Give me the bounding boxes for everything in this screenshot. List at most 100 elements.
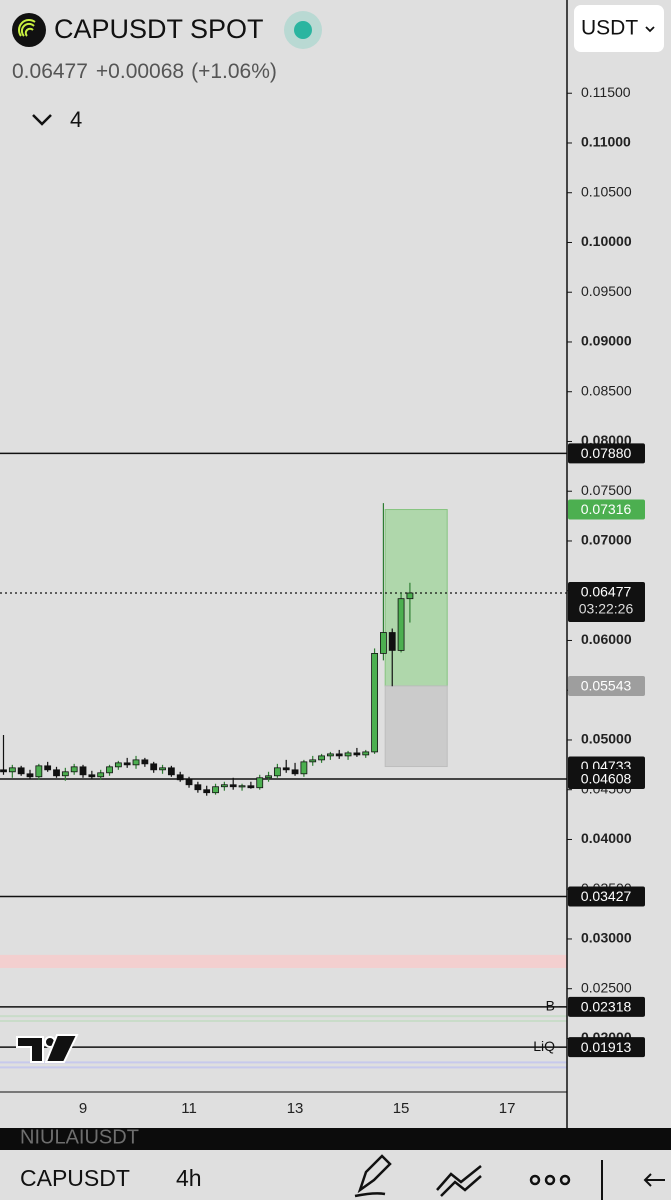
x-tick-label: 15 xyxy=(393,1100,410,1117)
symbol-icon xyxy=(12,13,46,47)
currency-label[interactable]: USDT xyxy=(581,17,638,40)
y-tick-label: 0.08500 xyxy=(581,382,632,398)
change: +0.00068 xyxy=(96,60,184,83)
x-tick-label: 17 xyxy=(499,1100,516,1117)
y-tick-label: 0.05000 xyxy=(581,731,632,747)
y-tick-label: 0.03000 xyxy=(581,930,632,946)
candle-body xyxy=(397,598,405,651)
price-tag: 0.07316 xyxy=(581,501,632,517)
candle-body xyxy=(388,632,396,651)
watermark-strip xyxy=(0,1128,671,1150)
price-tag-bg xyxy=(568,886,645,907)
price-tag: 0.02318 xyxy=(581,999,632,1015)
y-tick-label: 0.10500 xyxy=(581,183,632,199)
candle-body xyxy=(291,769,299,775)
candle-body xyxy=(53,769,60,777)
candle-body xyxy=(380,632,387,654)
candle-body xyxy=(0,769,7,773)
currency-select[interactable] xyxy=(574,5,664,52)
interval-button[interactable]: 4h xyxy=(176,1165,202,1191)
watermark-symbol: NIULAIUSDT xyxy=(20,1126,139,1148)
plot xyxy=(0,452,567,1069)
price-tag-bg xyxy=(568,996,645,1017)
y-tick-label: 0.02500 xyxy=(581,979,632,995)
candle-body xyxy=(35,765,43,778)
candle-body xyxy=(70,766,78,773)
candle-body xyxy=(353,752,361,756)
candle-body xyxy=(26,773,34,778)
candle-body xyxy=(8,767,16,773)
y-tick-label: 0.10000 xyxy=(581,233,632,249)
price-tag-name: LiQ xyxy=(533,1038,555,1054)
candle-body xyxy=(79,766,87,776)
candle-body xyxy=(326,753,334,757)
candle-body xyxy=(238,785,246,788)
y-tick-label: 0.06000 xyxy=(581,631,632,647)
candle-body xyxy=(17,767,25,775)
price-tag: 0.04608 xyxy=(581,771,632,787)
candle-body xyxy=(44,765,52,771)
candle-body xyxy=(106,766,113,774)
candle-body xyxy=(203,789,211,794)
candle-body xyxy=(88,774,96,778)
candle-body xyxy=(167,767,175,776)
indicators-icon[interactable] xyxy=(436,1165,482,1197)
x-tick-label: 13 xyxy=(287,1100,304,1117)
price-tag: 0.01913 xyxy=(581,1039,632,1055)
price-tag: 0.05543 xyxy=(581,678,632,694)
last-price: 0.06477 xyxy=(12,60,88,83)
candle-body xyxy=(273,767,281,777)
candle-body xyxy=(265,775,272,779)
candle-body xyxy=(282,767,290,771)
y-tick-label: 0.11000 xyxy=(581,134,631,150)
zone xyxy=(0,954,567,969)
symbol-button[interactable]: CAPUSDT xyxy=(20,1165,130,1191)
candle-body xyxy=(406,592,414,600)
back-icon[interactable] xyxy=(643,1173,665,1187)
y-tick-label: 0.07000 xyxy=(581,532,632,548)
more-icon[interactable] xyxy=(529,1174,571,1186)
candle-body xyxy=(309,759,317,763)
price-tag-bg xyxy=(568,768,645,789)
candle-body xyxy=(114,762,122,768)
last-price-label: 0.06477 xyxy=(581,584,632,600)
symbol-icon-mark xyxy=(18,19,36,37)
candle-body xyxy=(176,774,184,781)
candle-body xyxy=(132,759,140,766)
price-tag-bg xyxy=(568,499,645,520)
candle-body xyxy=(123,762,131,766)
candle-body xyxy=(229,784,237,788)
tv-logo xyxy=(16,1034,79,1063)
candle-body xyxy=(194,784,202,791)
price-tag-bg xyxy=(568,443,645,464)
candle-body xyxy=(247,785,255,789)
candle-body xyxy=(371,653,378,753)
candle-body xyxy=(256,777,264,789)
indicator-count[interactable]: 4 xyxy=(70,107,82,132)
price-summary: 0.06477 +0.00068 (+1.06%) xyxy=(12,60,277,83)
candle-body xyxy=(185,779,193,786)
y-tick-label: 0.09000 xyxy=(581,333,632,349)
candle-body xyxy=(150,763,158,771)
y-tick-label: 0.09500 xyxy=(581,283,632,299)
y-tick-label: 0.07500 xyxy=(581,482,632,498)
candle-body xyxy=(159,767,166,771)
y-tick-label: 0.04000 xyxy=(581,830,632,846)
last-price-bg xyxy=(568,582,645,623)
candle-body xyxy=(300,761,308,775)
status-dot xyxy=(294,21,312,39)
price-axis: 0.020000.025000.030000.035000.040000.045… xyxy=(79,84,645,1117)
price-tag: 0.07880 xyxy=(581,445,632,461)
candle-body xyxy=(335,753,343,757)
candle-body xyxy=(61,771,69,777)
price-tag-name: B xyxy=(546,998,555,1014)
candle-body xyxy=(362,751,370,756)
collapse-chevron[interactable] xyxy=(32,114,52,126)
price-tag: 0.03427 xyxy=(581,888,632,904)
candle-body xyxy=(318,755,325,761)
draw-icon[interactable] xyxy=(354,1154,392,1198)
price-tag-bg xyxy=(568,675,645,696)
change-pct: (+1.06%) xyxy=(191,60,277,83)
